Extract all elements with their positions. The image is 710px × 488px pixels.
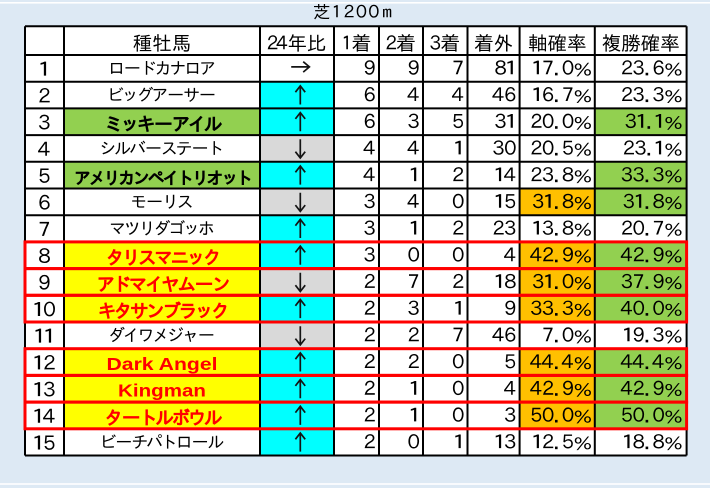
svg-text:Kingman: Kingman xyxy=(118,381,206,401)
svg-text:Dark Angel: Dark Angel xyxy=(107,354,218,374)
